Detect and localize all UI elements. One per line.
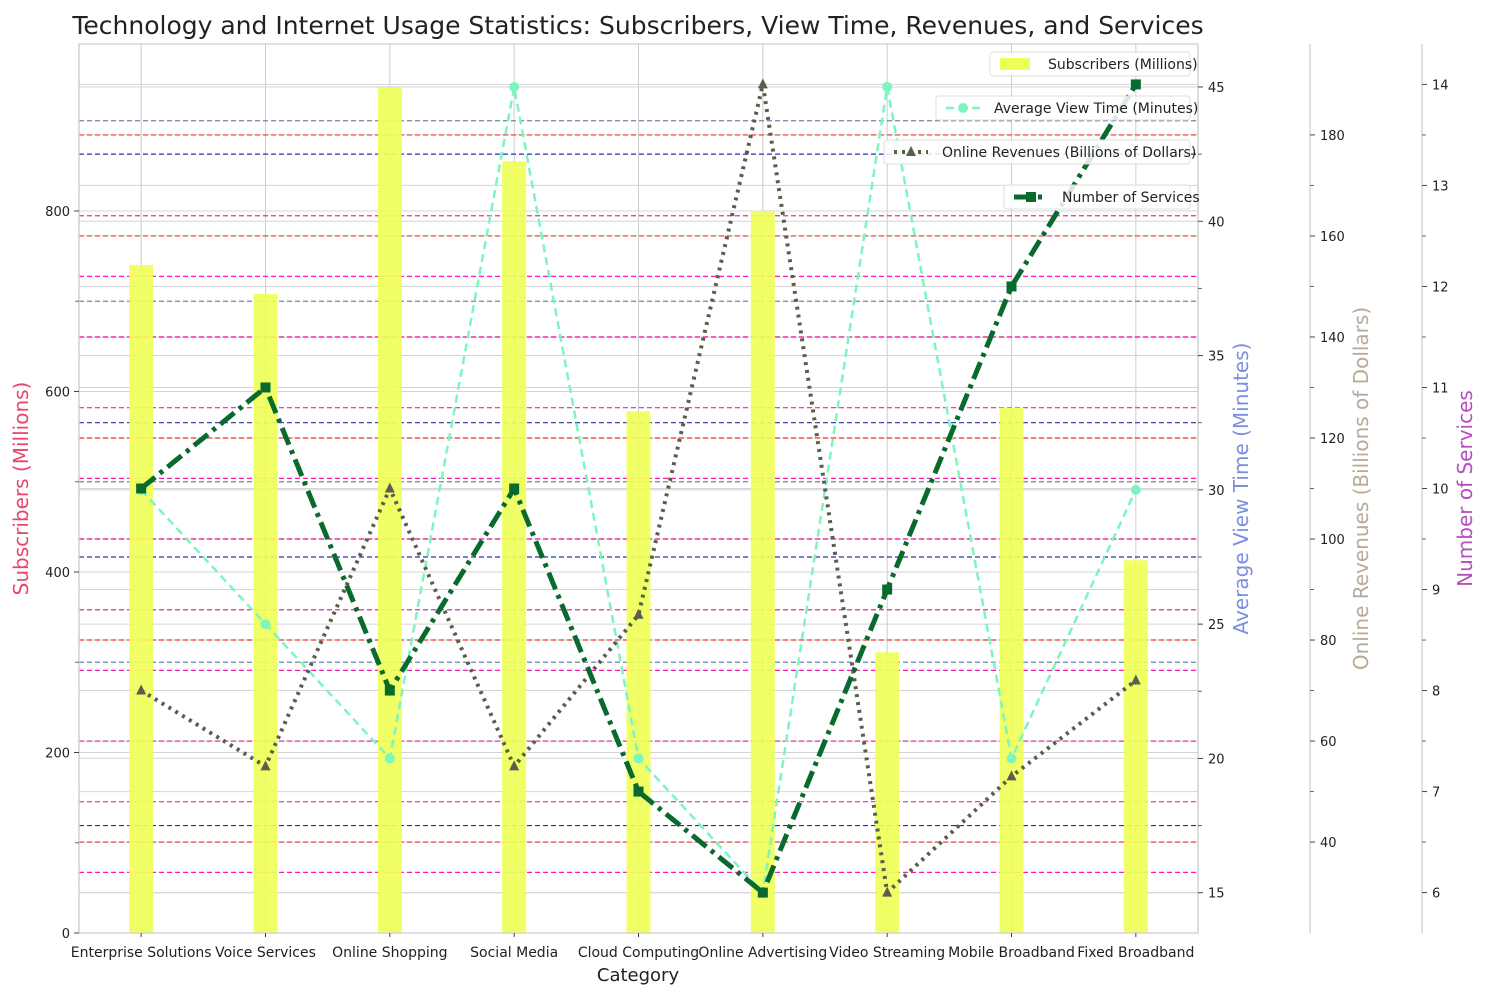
y-axis-label: Online Revenues (Billions of Dollars) bbox=[1349, 307, 1373, 670]
revenue-point bbox=[509, 760, 520, 771]
y-tick-label: 20 bbox=[1208, 752, 1225, 767]
y-axis-label: Average View Time (Minutes) bbox=[1229, 343, 1253, 635]
view-time-point bbox=[384, 753, 395, 764]
x-tick-label: Voice Services bbox=[215, 945, 316, 961]
view-time-point bbox=[509, 81, 520, 92]
legend-entry: Online Revenues (Billions of Dollars) bbox=[883, 139, 1196, 165]
y-tick-label: 0 bbox=[62, 927, 70, 942]
services-point bbox=[260, 382, 271, 393]
services-point bbox=[1130, 79, 1141, 90]
legend-box bbox=[989, 51, 1191, 77]
x-tick-label: Cloud Computing bbox=[578, 945, 699, 961]
y-tick-label: 45 bbox=[1208, 81, 1225, 96]
legend-entry: Number of Services bbox=[1003, 184, 1200, 210]
y-tick-label: 600 bbox=[45, 385, 70, 400]
view-time-point bbox=[1130, 484, 1141, 495]
y-tick-label: 10 bbox=[1432, 483, 1449, 498]
legend-label: Subscribers (Millions) bbox=[1048, 57, 1198, 73]
services-point bbox=[882, 584, 893, 595]
series-lines bbox=[136, 78, 1141, 898]
revenue-point bbox=[384, 482, 395, 493]
view-time-point bbox=[260, 619, 271, 630]
revenue-point bbox=[260, 760, 271, 771]
chart-title: Technology and Internet Usage Statistics… bbox=[71, 11, 1203, 40]
revenue-point bbox=[136, 684, 147, 695]
y-tick-label: 60 bbox=[1320, 735, 1337, 750]
subscriber-bar bbox=[502, 161, 527, 933]
revenue-point bbox=[1006, 770, 1017, 781]
x-tick-label: Online Shopping bbox=[332, 945, 447, 961]
x-tick-label: Enterprise Solutions bbox=[71, 945, 212, 961]
y-tick-label: 30 bbox=[1208, 484, 1225, 499]
x-tick-label: Social Media bbox=[470, 945, 558, 961]
y-tick-label: 800 bbox=[45, 205, 70, 220]
y-tick-label: 12 bbox=[1432, 280, 1449, 295]
revenue-point bbox=[1130, 674, 1141, 685]
y-tick-label: 14 bbox=[1432, 78, 1449, 93]
legend-box bbox=[883, 139, 1191, 165]
legend-entry: Average View Time (Minutes) bbox=[935, 95, 1198, 121]
x-tick-label: Video Streaming bbox=[829, 945, 945, 961]
legend: Subscribers (Millions) Average View Time … bbox=[883, 51, 1200, 210]
revenue-point bbox=[757, 78, 768, 89]
services-point bbox=[633, 786, 644, 797]
subscriber-bar bbox=[1123, 560, 1148, 933]
y-axis-label: Subscribers (Millions) bbox=[9, 382, 33, 596]
legend-label: Average View Time (Minutes) bbox=[994, 101, 1198, 117]
y-tick-label: 35 bbox=[1208, 350, 1225, 365]
y-tick-label: 8 bbox=[1432, 685, 1440, 700]
legend-label: Online Revenues (Billions of Dollars) bbox=[942, 145, 1196, 161]
x-axis-label: Category bbox=[597, 965, 680, 986]
services-point bbox=[509, 483, 520, 494]
subscriber-bar bbox=[999, 407, 1024, 933]
y-tick-label: 80 bbox=[1320, 634, 1337, 649]
x-tick-label: Mobile Broadband bbox=[948, 945, 1075, 961]
subscriber-bar bbox=[750, 210, 775, 933]
series-line bbox=[140, 83, 1138, 897]
legend-swatch bbox=[1000, 58, 1030, 70]
y-tick-label: 140 bbox=[1320, 331, 1345, 346]
subscriber-bar bbox=[129, 265, 154, 933]
y-tick-label: 25 bbox=[1208, 618, 1225, 633]
legend-box bbox=[935, 95, 1191, 121]
y-tick-label: 7 bbox=[1432, 786, 1440, 801]
legend-marker bbox=[906, 146, 916, 156]
series-line bbox=[139, 83, 1138, 897]
y-tick-label: 15 bbox=[1208, 887, 1225, 902]
y-tick-label: 160 bbox=[1320, 230, 1345, 245]
services-point bbox=[136, 483, 147, 494]
y-tick-label: 200 bbox=[45, 746, 70, 761]
subscriber-bar bbox=[626, 411, 651, 933]
view-time-point bbox=[882, 81, 893, 92]
y-tick-label: 100 bbox=[1320, 533, 1345, 548]
services-point bbox=[1006, 281, 1017, 292]
view-time-point bbox=[633, 753, 644, 764]
revenue-point bbox=[633, 608, 644, 619]
y-tick-label: 11 bbox=[1432, 381, 1449, 396]
y-tick-label: 40 bbox=[1208, 215, 1225, 230]
y-tick-label: 13 bbox=[1432, 179, 1449, 194]
services-point bbox=[757, 887, 768, 898]
x-tick-label: Fixed Broadband bbox=[1077, 945, 1194, 961]
y-axis-label: Number of Services bbox=[1453, 390, 1477, 587]
x-tick-label: Online Advertising bbox=[698, 945, 827, 961]
y-tick-label: 400 bbox=[45, 566, 70, 581]
legend-marker bbox=[1026, 192, 1036, 202]
axes: 0 200 400 600 800 Subscribers (Millions) 15 20 2… bbox=[9, 43, 1477, 961]
legend-entry: Subscribers (Millions) bbox=[989, 51, 1198, 77]
y-tick-label: 120 bbox=[1320, 432, 1345, 447]
legend-marker bbox=[958, 103, 968, 113]
y-tick-label: 180 bbox=[1320, 129, 1345, 144]
y-tick-label: 6 bbox=[1432, 887, 1440, 902]
legend-label: Number of Services bbox=[1062, 190, 1200, 206]
services-point bbox=[384, 685, 395, 696]
view-time-point bbox=[1006, 753, 1017, 764]
revenue-point bbox=[882, 886, 893, 897]
y-tick-label: 40 bbox=[1320, 836, 1337, 851]
legend-box bbox=[1003, 184, 1191, 210]
y-tick-label: 9 bbox=[1432, 584, 1440, 599]
